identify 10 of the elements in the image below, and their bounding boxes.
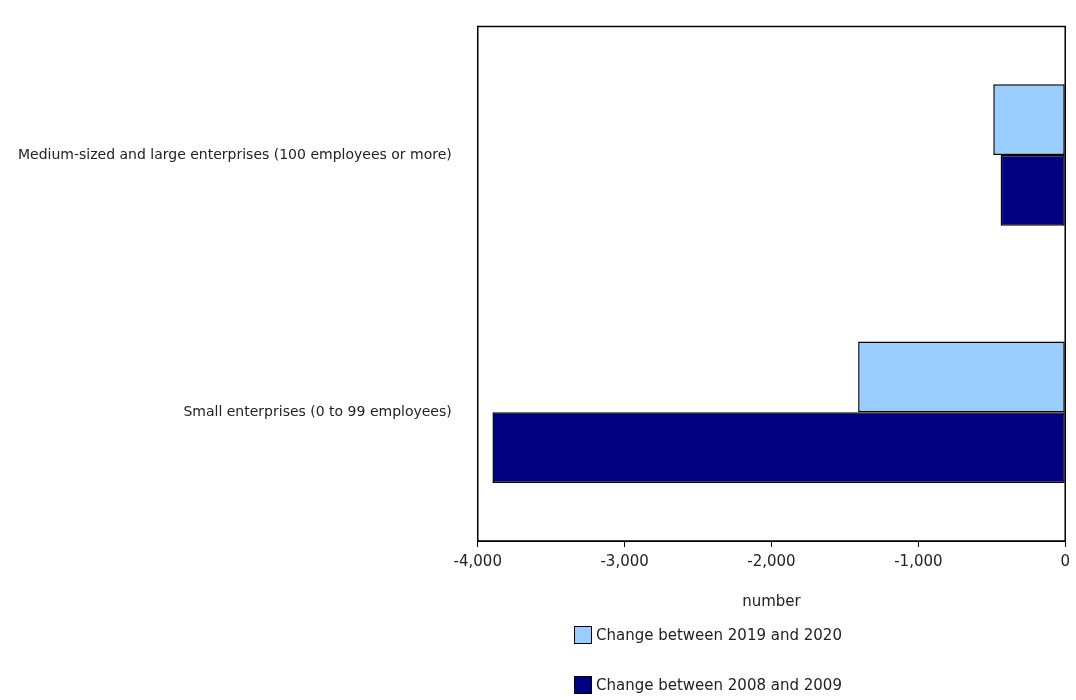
x-axis-title: number: [742, 591, 802, 610]
x-tick-label: -3,000: [600, 551, 649, 570]
x-tick-label: 0: [1060, 551, 1070, 570]
x-tick-label: -2,000: [747, 551, 796, 570]
y-tick-label: Small enterprises (0 to 99 employees): [183, 402, 452, 419]
x-tick-label: -1,000: [894, 551, 943, 570]
x-tick-label: -4,000: [453, 551, 502, 570]
legend-label: Change between 2008 and 2009: [596, 676, 842, 694]
y-tick-label: Medium-sized and large enterprises (100 employees or more): [17, 145, 452, 162]
legend-label: Change between 2019 and 2020: [596, 626, 842, 644]
